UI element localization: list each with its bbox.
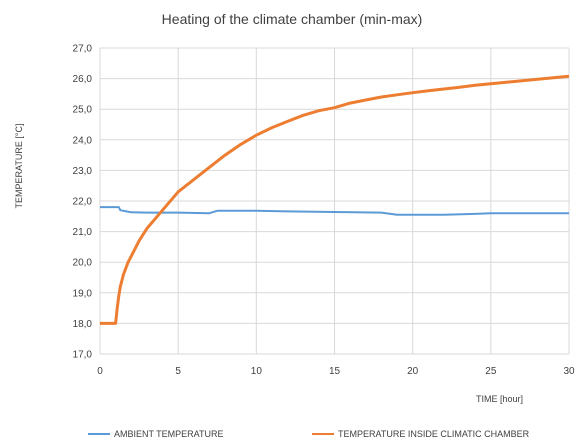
y-tick-label: 18,0 (73, 319, 93, 330)
legend-label-ambient: AMBIENT TEMPERATURE (114, 429, 224, 439)
series-line-ambient (100, 206, 569, 216)
y-axis-title: TEMPERATURE [°C] (14, 124, 24, 209)
x-tick-label: 10 (251, 366, 263, 377)
y-axis-ticks: 17,0 18,0 19,0 20,0 21,0 22,0 23,0 24,0 25,0 26,0… (73, 44, 93, 361)
x-tick-label: 20 (407, 366, 419, 377)
y-tick-label: 20,0 (73, 258, 93, 269)
y-tick-label: 24,0 (73, 135, 93, 146)
legend-label-chamber: TEMPERATURE INSIDE CLIMATIC CHAMBER (338, 429, 530, 439)
x-axis-ticks: 0 5 10 15 20 25 30 (97, 366, 575, 377)
x-tick-label: 30 (563, 366, 575, 377)
x-tick-label: 25 (485, 366, 497, 377)
legend: AMBIENT TEMPERATURE TEMPERATURE INSIDE C… (88, 429, 530, 439)
series-lines (100, 74, 570, 325)
y-tick-label: 21,0 (73, 227, 93, 238)
y-tick-label: 27,0 (73, 44, 93, 55)
series-line-chamber (100, 74, 570, 325)
chart-title: Heating of the climate chamber (min-max) (162, 11, 423, 27)
y-tick-label: 26,0 (73, 74, 93, 85)
y-tick-label: 23,0 (73, 166, 93, 177)
x-tick-label: 0 (97, 366, 103, 377)
y-tick-label: 19,0 (73, 288, 93, 299)
y-tick-label: 22,0 (73, 197, 93, 208)
x-axis-title: TIME [hour] (476, 394, 523, 404)
x-tick-label: 5 (175, 366, 181, 377)
y-tick-label: 25,0 (73, 105, 93, 116)
y-tick-label: 17,0 (73, 350, 93, 361)
grid-lines (99, 47, 570, 355)
x-tick-label: 15 (329, 366, 341, 377)
